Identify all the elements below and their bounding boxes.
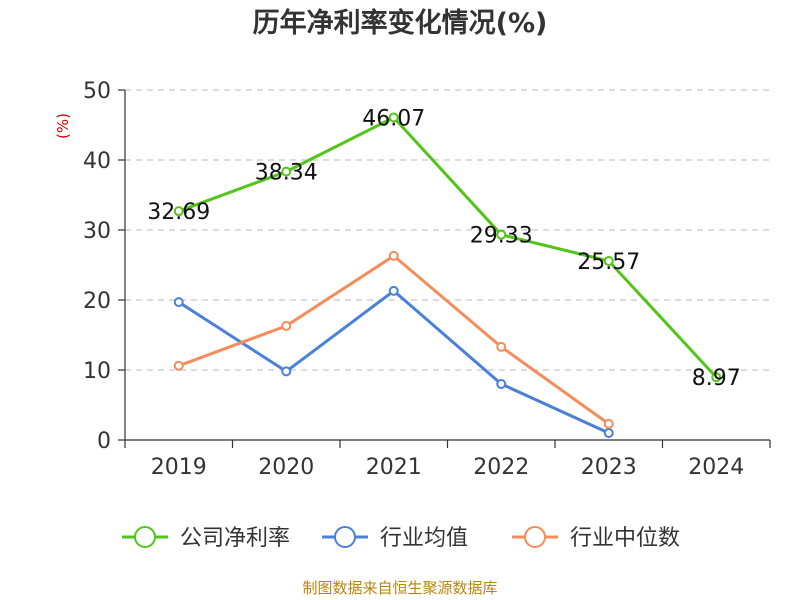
x-tick-label: 2019 xyxy=(151,455,207,480)
data-point xyxy=(388,285,399,296)
x-tick-label: 2023 xyxy=(581,455,637,480)
data-label: 32.69 xyxy=(147,200,210,225)
x-tick-label: 2021 xyxy=(366,455,422,480)
y-axis-label: (%) xyxy=(54,113,72,139)
y-tick-label: 0 xyxy=(97,429,111,454)
y-tick-label: 40 xyxy=(83,149,111,174)
y-tick-label: 30 xyxy=(83,219,111,244)
data-point xyxy=(388,112,399,123)
data-label: 46.07 xyxy=(362,107,425,132)
grid-lines xyxy=(125,89,770,371)
data-point xyxy=(388,250,399,261)
series-line xyxy=(178,116,718,379)
legend[interactable]: 公司净利率 行业均值 行业中位数 xyxy=(122,526,680,551)
data-labels: 32.69 38.34 46.07 29.33 25.57 8.97 xyxy=(147,107,740,392)
legend-item[interactable]: 行业均值 xyxy=(322,526,468,551)
x-tick-label: 2024 xyxy=(688,455,744,480)
data-point xyxy=(603,428,614,438)
legend-marker xyxy=(134,526,156,548)
chart-title: 历年净利率变化情况(%) xyxy=(253,7,548,39)
data-point xyxy=(496,229,507,240)
y-tick-label: 20 xyxy=(83,289,111,314)
data-point xyxy=(603,256,614,267)
data-label: 38.34 xyxy=(255,161,318,186)
x-tick-label: 2022 xyxy=(473,455,529,480)
legend-label: 公司净利率 xyxy=(180,526,290,551)
data-point xyxy=(711,372,722,383)
data-point xyxy=(173,297,184,308)
data-label: 8.97 xyxy=(692,366,741,391)
source-note: 制图数据来自恒生聚源数据库 xyxy=(302,579,497,597)
y-tick-label: 10 xyxy=(83,359,111,384)
x-tick-label: 2020 xyxy=(258,455,314,480)
axes: 0 10 20 30 40 50 2019 2020 2021 2022 2023 2024 xyxy=(83,79,771,480)
legend-marker xyxy=(524,526,546,548)
legend-item[interactable]: 行业中位数 xyxy=(512,526,680,551)
data-point xyxy=(496,341,507,352)
data-point xyxy=(173,206,184,217)
data-point xyxy=(281,320,292,331)
series-lines xyxy=(173,112,722,438)
series-line xyxy=(178,254,610,426)
data-point xyxy=(603,418,614,429)
legend-label: 行业均值 xyxy=(380,526,468,551)
data-label: 29.33 xyxy=(470,224,533,249)
legend-marker xyxy=(334,526,356,548)
data-point xyxy=(173,360,184,371)
data-point xyxy=(496,379,507,389)
data-point xyxy=(281,166,292,177)
legend-item[interactable]: 公司净利率 xyxy=(122,526,290,551)
data-label: 25.57 xyxy=(577,250,640,275)
y-tick-label: 50 xyxy=(83,79,111,104)
legend-label: 行业中位数 xyxy=(570,526,680,551)
series-line xyxy=(177,289,610,435)
data-point xyxy=(281,366,292,377)
